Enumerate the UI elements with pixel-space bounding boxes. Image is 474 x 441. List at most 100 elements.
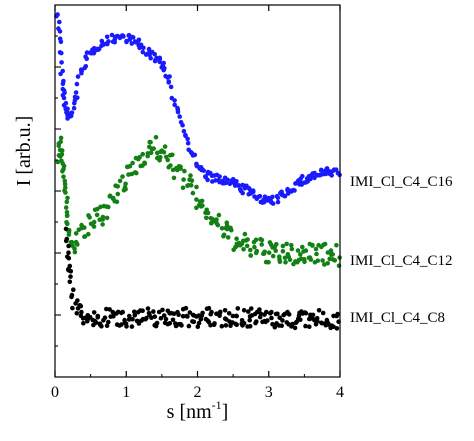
data-point [303,248,309,253]
x-tick-label: 2 [194,384,202,401]
data-point [252,244,257,250]
data-point [140,49,146,55]
data-point [296,313,302,318]
data-point [60,81,66,87]
data-point [153,135,159,140]
data-point [182,168,187,174]
data-point [200,203,205,208]
data-point [319,167,324,173]
data-point [206,305,212,311]
data-point [180,122,185,128]
data-point [234,179,239,184]
data-point [188,173,193,178]
data-point [334,326,340,331]
data-point [96,46,102,52]
data-point [55,159,61,165]
data-point [199,198,205,204]
data-point [303,323,308,329]
data-point [66,250,71,255]
data-point [195,324,201,330]
data-point [99,324,104,329]
data-point [134,170,139,176]
data-point [221,232,227,238]
data-point [241,247,246,252]
data-point [285,186,290,192]
data-point [241,308,247,313]
data-point [172,98,177,103]
data-point [217,313,222,319]
data-point [136,37,142,43]
data-point [106,39,111,44]
data-point [310,243,315,248]
data-point [58,39,64,45]
data-point [65,221,70,227]
data-point [249,306,254,311]
data-point [246,185,252,191]
data-point [298,252,303,257]
data-point [120,174,125,179]
data-point [71,105,77,111]
data-point [120,309,125,315]
data-point [310,312,316,318]
data-point [314,251,319,257]
data-point [219,226,225,231]
data-point [79,68,84,74]
data-point [283,260,288,265]
data-point [104,34,110,40]
data-point [171,311,177,317]
data-point [235,306,241,311]
data-point [280,243,286,249]
x-tick-label: 4 [336,384,344,401]
data-point [218,309,223,315]
data-point [69,239,75,245]
data-point [219,323,225,329]
data-point [205,177,210,183]
data-point [63,190,68,195]
data-point [161,313,167,318]
data-point [183,305,189,311]
data-point [282,255,288,261]
data-point [170,317,176,323]
data-point [329,173,335,178]
data-point [228,225,233,231]
data-point [102,315,108,321]
data-point [242,231,248,237]
data-point [60,86,66,92]
data-point [63,205,69,210]
data-point [177,114,182,119]
data-point [244,243,250,249]
x-axis-title-end: ] [222,401,229,423]
data-point [114,199,120,205]
data-point [302,259,307,265]
data-point [69,294,74,300]
data-point [59,60,64,65]
data-point [254,248,260,254]
data-point [242,186,248,191]
data-point [94,320,99,325]
data-point [158,315,164,321]
data-point [75,298,80,303]
data-point [110,309,116,315]
data-point [285,252,291,257]
data-point [236,183,242,188]
data-point [274,241,279,247]
data-point [247,317,252,323]
data-point [224,223,230,228]
data-point [300,173,305,179]
data-point [217,174,222,179]
data-point [91,219,97,225]
data-point [215,222,221,228]
series-layer [54,12,342,331]
data-point [129,41,135,46]
data-point [145,306,151,311]
data-point [266,250,272,255]
data-point [308,176,313,182]
data-point [175,109,181,115]
data-point [166,80,171,85]
data-point [156,309,162,315]
data-point [320,258,325,263]
data-point [59,50,64,56]
data-point [336,263,342,269]
data-point [73,231,79,236]
data-point [257,193,263,199]
